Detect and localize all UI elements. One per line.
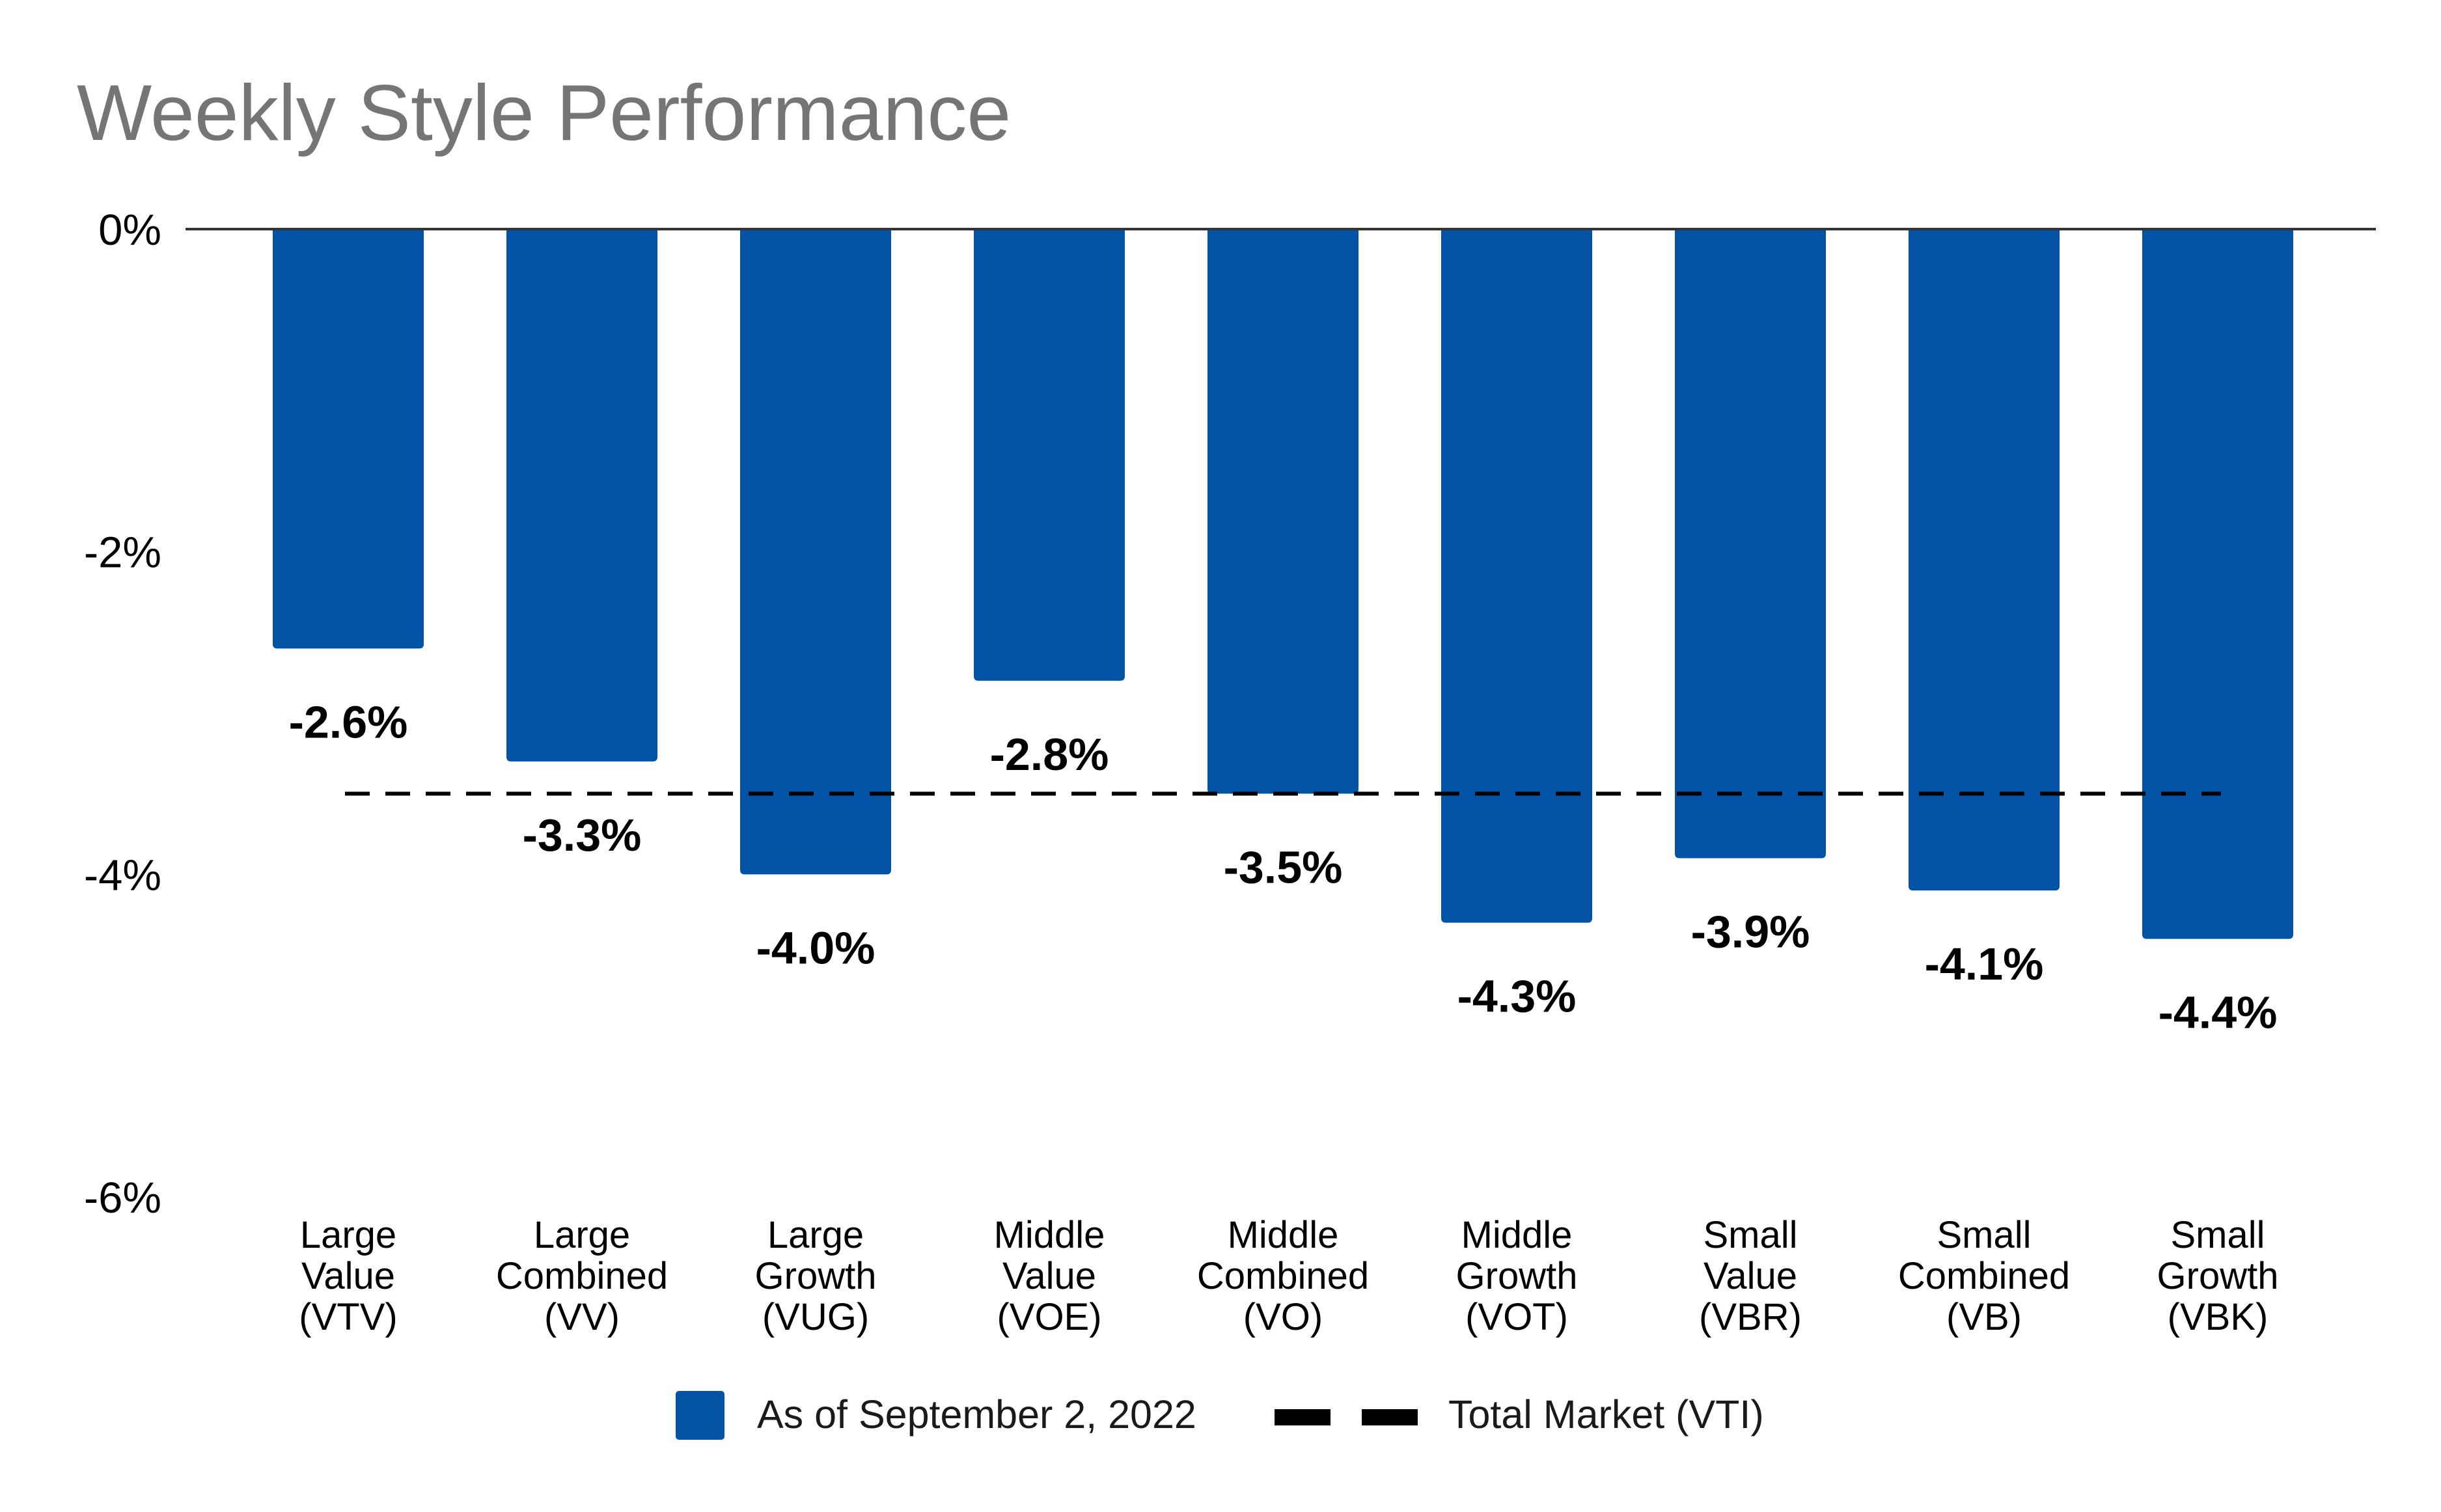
bar-5 bbox=[1207, 229, 1358, 794]
x-tick-label: (VUG) bbox=[762, 1296, 869, 1338]
x-tick-label: Middle bbox=[994, 1214, 1105, 1256]
data-label: -2.6% bbox=[289, 696, 408, 747]
bar-6 bbox=[1441, 229, 1592, 923]
bar-8 bbox=[1909, 229, 2060, 891]
x-tick-label: Large bbox=[300, 1214, 396, 1256]
x-tick-label: Value bbox=[1703, 1255, 1797, 1297]
x-tick-label: Small bbox=[1937, 1214, 2031, 1256]
chart-title: Weekly Style Performance bbox=[77, 68, 1011, 157]
data-label: -4.4% bbox=[2158, 987, 2278, 1038]
bar-4 bbox=[974, 229, 1125, 681]
x-tick-label: (VBK) bbox=[2168, 1296, 2269, 1338]
x-tick-label: Combined bbox=[1197, 1255, 1369, 1297]
data-label: -4.3% bbox=[1457, 971, 1577, 1022]
bar-1 bbox=[273, 229, 424, 649]
bar-3 bbox=[740, 229, 891, 875]
y-tick-label: -6% bbox=[84, 1174, 161, 1222]
data-label: -4.1% bbox=[1925, 939, 2044, 989]
data-label: -2.8% bbox=[990, 729, 1109, 780]
x-tick-label: (VB) bbox=[1946, 1296, 2022, 1338]
legend-swatch-series bbox=[676, 1391, 724, 1440]
legend-dash-icon bbox=[1362, 1409, 1418, 1425]
x-tick-label: Large bbox=[767, 1214, 864, 1256]
bar-2 bbox=[506, 229, 657, 762]
x-tick-label: Combined bbox=[1898, 1255, 2070, 1297]
legend-label-series: As of September 2, 2022 bbox=[757, 1392, 1196, 1436]
chart-legend: As of September 2, 2022 Total Market (VTI… bbox=[676, 1391, 1764, 1440]
x-tick-label: (VO) bbox=[1243, 1296, 1323, 1338]
y-tick-label: -4% bbox=[84, 851, 161, 900]
x-tick-label: (VTV) bbox=[299, 1296, 397, 1338]
x-tick-label: Value bbox=[1002, 1255, 1096, 1297]
x-tick-label: Small bbox=[1703, 1214, 1797, 1256]
x-tick-label: (VOT) bbox=[1465, 1296, 1568, 1338]
legend-label-reference: Total Market (VTI) bbox=[1448, 1392, 1764, 1436]
bar-7 bbox=[1675, 229, 1826, 859]
data-label: -4.0% bbox=[756, 922, 876, 973]
x-tick-label: (VV) bbox=[544, 1296, 620, 1338]
x-tick-label: Combined bbox=[496, 1255, 668, 1297]
x-tick-label: Value bbox=[301, 1255, 395, 1297]
x-tick-label: (VBR) bbox=[1699, 1296, 1802, 1338]
x-tick-label: Growth bbox=[2157, 1255, 2279, 1297]
x-tick-label: Growth bbox=[1456, 1255, 1578, 1297]
data-label: -3.5% bbox=[1224, 842, 1343, 892]
data-label: -3.9% bbox=[1691, 907, 1810, 957]
x-tick-label: Middle bbox=[1461, 1214, 1573, 1256]
x-tick-label: Small bbox=[2170, 1214, 2265, 1256]
legend-dash-icon bbox=[1275, 1409, 1331, 1425]
y-tick-label: -2% bbox=[84, 529, 161, 577]
x-tick-label: Large bbox=[534, 1214, 630, 1256]
plot-area: 0% -2% -4% -6% -2.6% -3.3% -4.0% -2.8% -3.5% -4.3… bbox=[84, 206, 2376, 1338]
data-label: -3.3% bbox=[523, 810, 642, 860]
y-tick-label: 0% bbox=[98, 206, 161, 254]
x-tick-label: Middle bbox=[1228, 1214, 1339, 1256]
bar-9 bbox=[2142, 229, 2293, 939]
x-tick-label: Growth bbox=[755, 1255, 877, 1297]
x-tick-label: (VOE) bbox=[997, 1296, 1101, 1338]
